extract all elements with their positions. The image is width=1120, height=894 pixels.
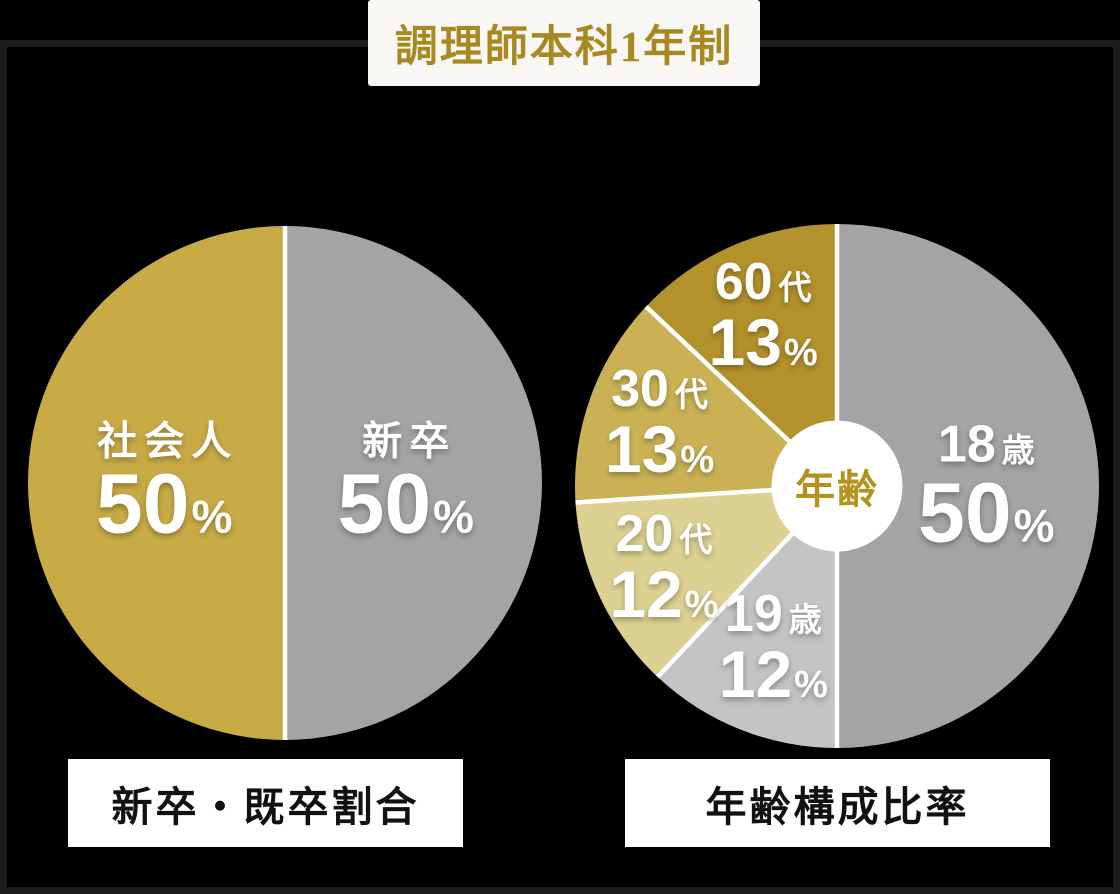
donut-center-label: 年齢: [795, 468, 879, 512]
slice-name: 30 代: [611, 360, 708, 419]
pie-slice-2: [575, 486, 837, 677]
slice-value: 13%: [708, 305, 818, 380]
slice-name: 60 代: [714, 253, 812, 312]
pie-chart-new-grad-ratio: 新卒 50% 社会人 50%: [28, 226, 542, 740]
title-banner: 調理師本科1年制: [368, 0, 760, 86]
slice-value: 50%: [918, 465, 1055, 560]
slice-label-1: 19 歳 12%: [718, 584, 828, 711]
page-title: 調理師本科1年制: [394, 24, 734, 71]
slice-label-0: 新卒 50%: [337, 419, 474, 551]
slice-name: 新卒: [362, 419, 457, 464]
slice-name: 20 代: [615, 505, 713, 564]
pie-slice-3: [575, 306, 837, 503]
pie-slice-0: [837, 224, 1099, 748]
pie-slice-1: [657, 486, 837, 748]
caption-new-grad-ratio: 新卒・既卒割合: [68, 759, 463, 847]
slice-label-2: 20 代 12%: [609, 505, 719, 632]
slice-name: 18 歳: [937, 415, 1035, 474]
caption-age-composition: 年齢構成比率: [625, 759, 1050, 847]
slice-value: 12%: [718, 636, 828, 711]
slice-label-1: 社会人 50%: [96, 419, 239, 551]
slice-value: 12%: [609, 557, 719, 632]
slice-value: 50%: [96, 456, 233, 551]
slice-label-3: 30 代 13%: [604, 360, 715, 487]
pie-slice-0: [285, 226, 542, 740]
slice-value: 13%: [604, 412, 715, 487]
slice-value: 50%: [337, 456, 474, 551]
donut-hole: [771, 420, 903, 552]
pie-slice-4: [646, 224, 837, 486]
pie-slice-1: [28, 226, 285, 740]
slice-label-0: 18 歳 50%: [918, 415, 1055, 560]
donut-chart-age-composition: 18 歳 50% 19 歳 12% 20 代 12% 30 代 13% 60 代 13% 年齢: [575, 224, 1099, 748]
slice-name: 社会人: [97, 419, 239, 464]
pie-svg: [28, 226, 542, 740]
donut-svg: [575, 224, 1099, 748]
slice-name: 19 歳: [724, 584, 822, 643]
slice-label-4: 60 代 13%: [708, 253, 818, 380]
